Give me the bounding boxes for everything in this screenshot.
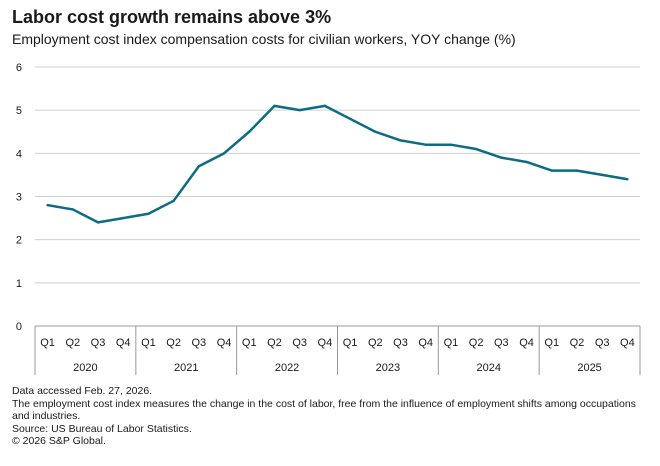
data-point xyxy=(474,147,478,151)
x-tick-label-quarter: Q4 xyxy=(116,337,131,349)
data-point xyxy=(424,143,427,146)
x-tick-label-quarter: Q2 xyxy=(570,337,585,349)
x-tick-label-quarter: Q3 xyxy=(192,337,207,349)
x-tick-label-quarter: Q1 xyxy=(242,337,257,349)
x-tick-label-year: 2020 xyxy=(73,362,97,374)
y-tick-label: 2 xyxy=(16,235,22,247)
x-tick-label-quarter: Q3 xyxy=(292,337,307,349)
data-point xyxy=(147,212,150,215)
x-tick-label-quarter: Q2 xyxy=(368,337,383,349)
x-tick-label-quarter: Q2 xyxy=(166,337,181,349)
x-tick-label-quarter: Q3 xyxy=(494,337,509,349)
series-line xyxy=(47,104,628,224)
data-point xyxy=(197,165,201,168)
y-tick-label: 1 xyxy=(16,278,22,290)
x-tick-label-quarter: Q1 xyxy=(343,337,358,349)
data-point xyxy=(248,130,251,133)
x-tick-label-quarter: Q4 xyxy=(519,337,534,349)
note-copyright: © 2026 S&P Global. xyxy=(12,435,106,447)
chart-title: Labor cost growth remains above 3% xyxy=(12,7,332,27)
x-tick-label-quarter: Q2 xyxy=(267,337,282,349)
x-tick-label-quarter: Q1 xyxy=(444,337,459,349)
chart-subtitle: Employment cost index compensation costs… xyxy=(12,31,516,47)
data-point xyxy=(222,152,226,155)
x-tick-label-quarter: Q4 xyxy=(620,337,635,349)
data-point xyxy=(323,104,327,108)
x-tick-label-quarter: Q3 xyxy=(393,337,408,349)
y-tick-label: 0 xyxy=(16,321,22,333)
x-tick-label-quarter: Q3 xyxy=(595,337,610,349)
x-tick-label-quarter: Q4 xyxy=(318,337,333,349)
data-point xyxy=(71,208,75,211)
data-point xyxy=(500,156,503,159)
data-point xyxy=(172,199,175,203)
note-accessed: Data accessed Feb. 27, 2026. xyxy=(12,385,153,397)
y-tick-label: 4 xyxy=(16,148,22,160)
data-point xyxy=(273,104,276,108)
data-point xyxy=(46,203,49,207)
x-tick-label-year: 2025 xyxy=(577,362,601,374)
x-tick-label-quarter: Q1 xyxy=(544,337,559,349)
data-point xyxy=(96,221,100,224)
x-tick-label-year: 2024 xyxy=(477,362,501,374)
x-tick-label-quarter: Q1 xyxy=(40,337,55,349)
x-tick-label-quarter: Q3 xyxy=(91,337,106,349)
y-tick-label: 6 xyxy=(16,62,22,74)
x-tick-label-quarter: Q4 xyxy=(418,337,433,349)
x-tick-label-quarter: Q1 xyxy=(141,337,156,349)
note-source: Source: US Bureau of Labor Statistics. xyxy=(12,422,192,435)
y-tick-label: 5 xyxy=(16,105,22,117)
data-point xyxy=(374,130,377,133)
data-point xyxy=(550,169,553,172)
data-point xyxy=(600,173,604,177)
x-tick-label-year: 2023 xyxy=(376,362,400,374)
data-point xyxy=(122,216,125,220)
footnotes: Data accessed Feb. 27, 2026. The employm… xyxy=(12,385,652,448)
y-tick-label: 3 xyxy=(16,192,22,204)
data-point xyxy=(399,139,402,142)
data-point xyxy=(298,108,301,112)
x-tick-label-quarter: Q2 xyxy=(469,337,484,349)
x-tick-label-quarter: Q4 xyxy=(217,337,232,349)
x-tick-label-year: 2021 xyxy=(174,362,198,374)
data-point xyxy=(575,169,579,172)
x-tick-label-year: 2022 xyxy=(275,362,299,374)
note-definition: The employment cost index measures the c… xyxy=(12,397,636,423)
data-point xyxy=(525,160,528,164)
data-point xyxy=(348,117,352,121)
data-point xyxy=(626,178,629,181)
x-tick-label-quarter: Q2 xyxy=(65,337,80,349)
data-point xyxy=(449,143,453,146)
